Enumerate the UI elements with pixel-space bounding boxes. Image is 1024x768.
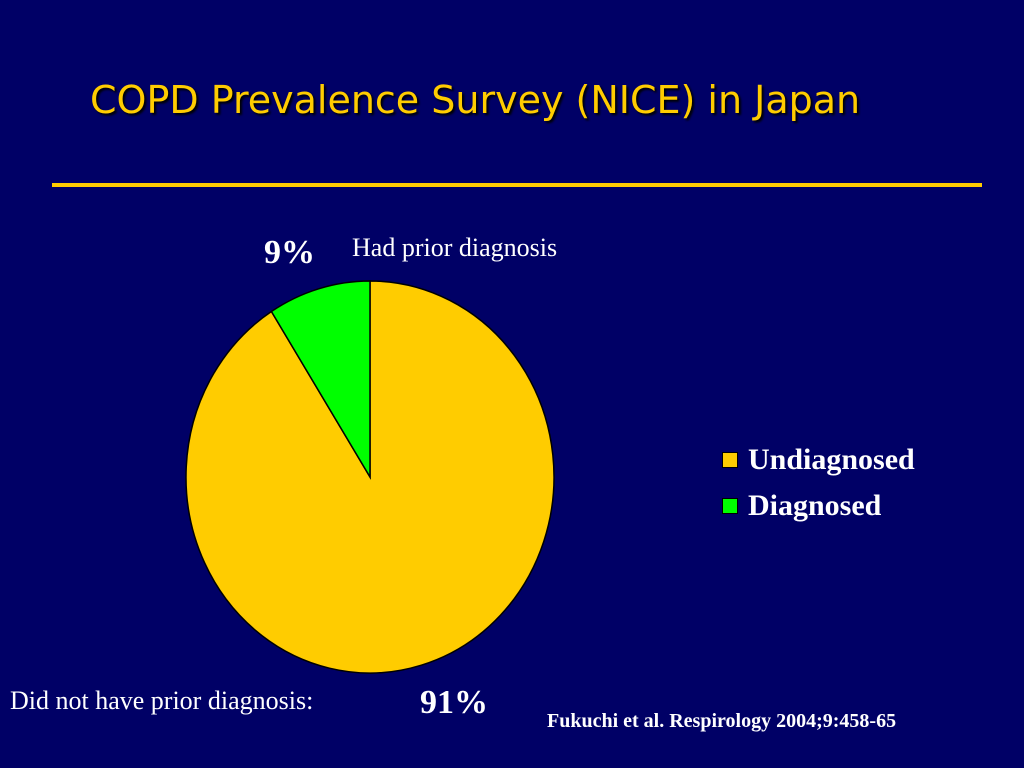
legend-label-diagnosed: Diagnosed [748,489,882,522]
legend-item-undiagnosed: Undiagnosed [722,437,915,483]
diagnosed-annotation: Had prior diagnosis [352,233,558,262]
pie-slice-diagnosed [270,280,371,480]
legend-item-diagnosed: Diagnosed [722,483,915,529]
legend-swatch-undiagnosed [722,452,738,468]
source-citation: Fukuchi et al. Respirology 2004;9:458-65 [547,710,897,732]
undiagnosed-percent-label: 91% [420,684,488,721]
diagnosed-percent-label: 9% [264,234,315,271]
legend-swatch-diagnosed [722,498,738,514]
chart-legend: Undiagnosed Diagnosed [722,437,915,529]
legend-label-undiagnosed: Undiagnosed [748,443,915,476]
undiagnosed-annotation: Did not have prior diagnosis: [10,686,314,715]
title-underline [52,183,982,187]
slide-title: COPD Prevalence Survey (NICE) in Japan [90,78,861,122]
